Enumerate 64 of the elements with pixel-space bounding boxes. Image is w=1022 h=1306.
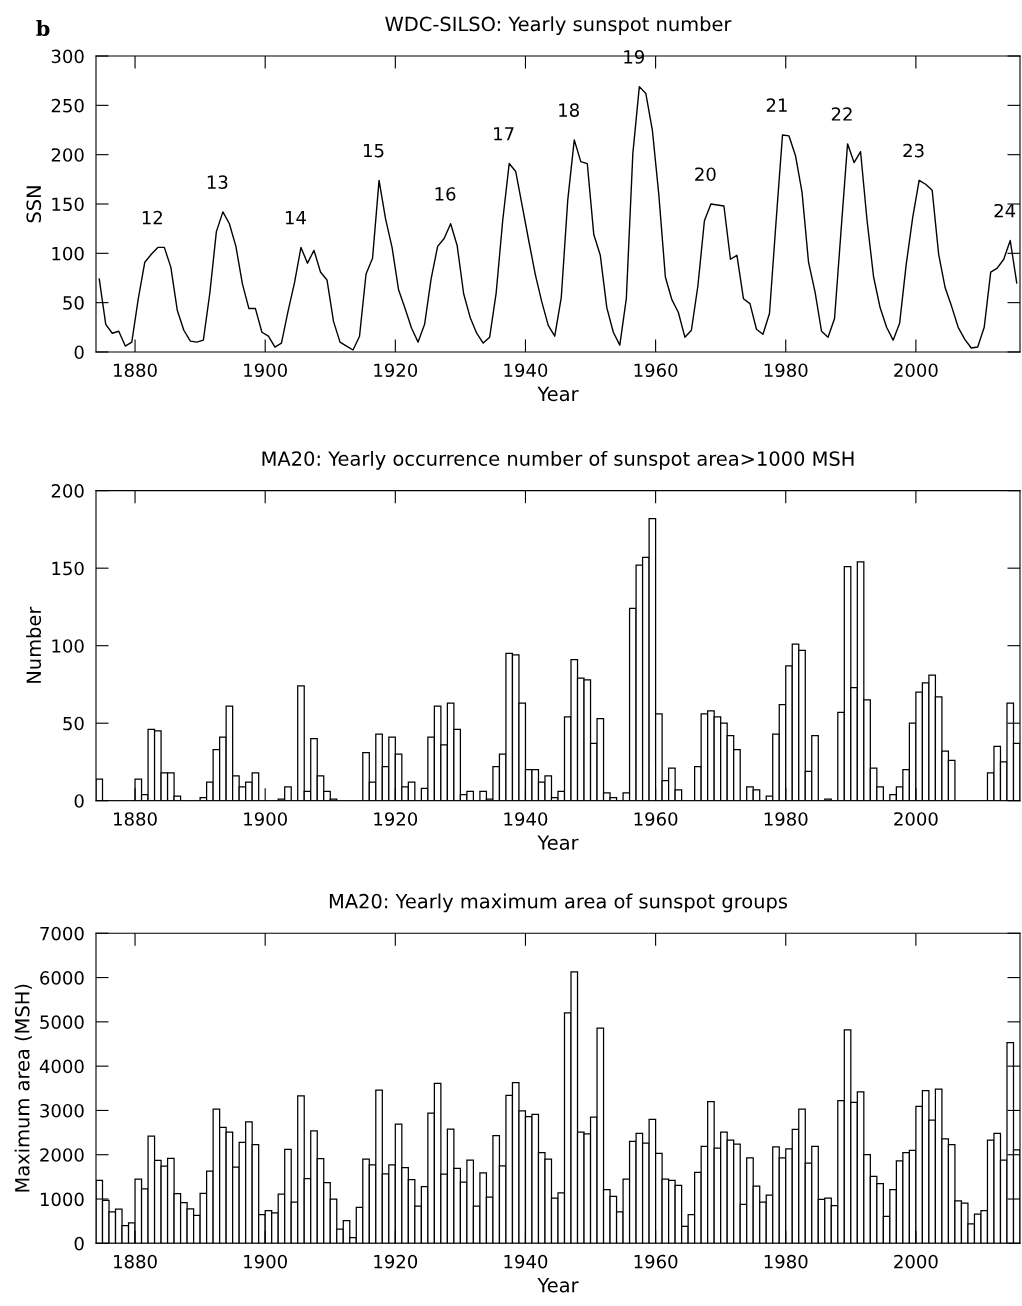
x-tick-label: 1960 [634,812,678,826]
y-tick-label: 1000 [40,1192,84,1207]
y-tick-label: 200 [51,148,84,162]
x-tick-label: 1880 [114,1254,157,1269]
x-tick-label: 1880 [114,812,157,826]
annotation: 17 [494,127,514,141]
annotation: 16 [435,187,456,201]
y-axis-title: Maximum area (MSH) [14,984,32,1192]
y-tick-label: 300 [51,49,84,64]
x-tick-label: 1940 [504,1254,548,1269]
y-tick-label: 200 [51,484,84,498]
text: b [36,19,50,37]
annotation: 19 [624,50,644,64]
x-tick-label: 1940 [504,363,548,378]
y-tick-label: 50 [63,296,84,310]
annotation: 21 [766,98,787,112]
chart-title: MA20: Yearly occurrence number of sunspot area>1000 MSH [262,450,854,470]
annotation: 18 [559,103,579,117]
x-tick-label: 1960 [634,1254,678,1269]
annotation: 22 [831,107,852,121]
y-tick-label: 3000 [40,1103,84,1118]
x-axis-title: Year [537,835,579,850]
y-tick-label: 0 [74,1236,84,1251]
y-tick-label: 6000 [40,971,84,985]
x-tick-label: 1920 [374,1254,418,1269]
x-tick-label: 1980 [764,363,808,378]
y-tick-label: 7000 [40,926,84,941]
y-tick-label: 0 [74,345,84,360]
y-axis-title: SSN [26,186,42,223]
x-tick-label: 1960 [634,363,678,378]
chart-title: MA20: Yearly maximum area of sunspot groups [329,893,788,913]
y-axis-title: Number [26,606,42,683]
x-tick-label: 1920 [374,363,418,378]
y-tick-label: 5000 [40,1015,84,1029]
annotation: 14 [285,211,306,225]
annotation: 13 [207,175,228,189]
annotation: 15 [364,143,384,158]
y-tick-label: 4000 [39,1059,84,1074]
y-tick-label: 0 [74,794,84,808]
x-tick-label: 2000 [894,1254,938,1269]
x-tick-label: 1980 [764,812,808,826]
x-tick-label: 1980 [764,1254,808,1269]
x-tick-label: 1900 [244,363,287,378]
y-tick-label: 150 [52,561,84,576]
x-tick-label: 1940 [504,812,548,826]
annotation: 23 [903,143,924,158]
x-axis-title: Year [537,386,579,402]
x-tick-label: 2000 [894,812,938,826]
x-tick-label: 1900 [244,812,287,826]
x-axis-title: Year [537,1278,579,1293]
chart-title: WDC-SILSO: Yearly sunspot number [385,16,732,36]
annotation: 20 [695,167,716,182]
x-tick-label: 1880 [114,363,157,378]
y-tick-label: 100 [52,246,84,261]
y-tick-label: 150 [52,197,84,212]
y-tick-label: 100 [52,639,84,653]
x-tick-label: 2000 [894,363,938,378]
x-tick-label: 1900 [244,1254,287,1269]
y-tick-label: 50 [63,716,84,731]
annotation: 12 [142,210,162,225]
x-tick-label: 1920 [374,812,418,826]
y-tick-label: 2000 [40,1148,84,1162]
annotation: 24 [994,203,1016,218]
y-tick-label: 250 [51,98,84,113]
